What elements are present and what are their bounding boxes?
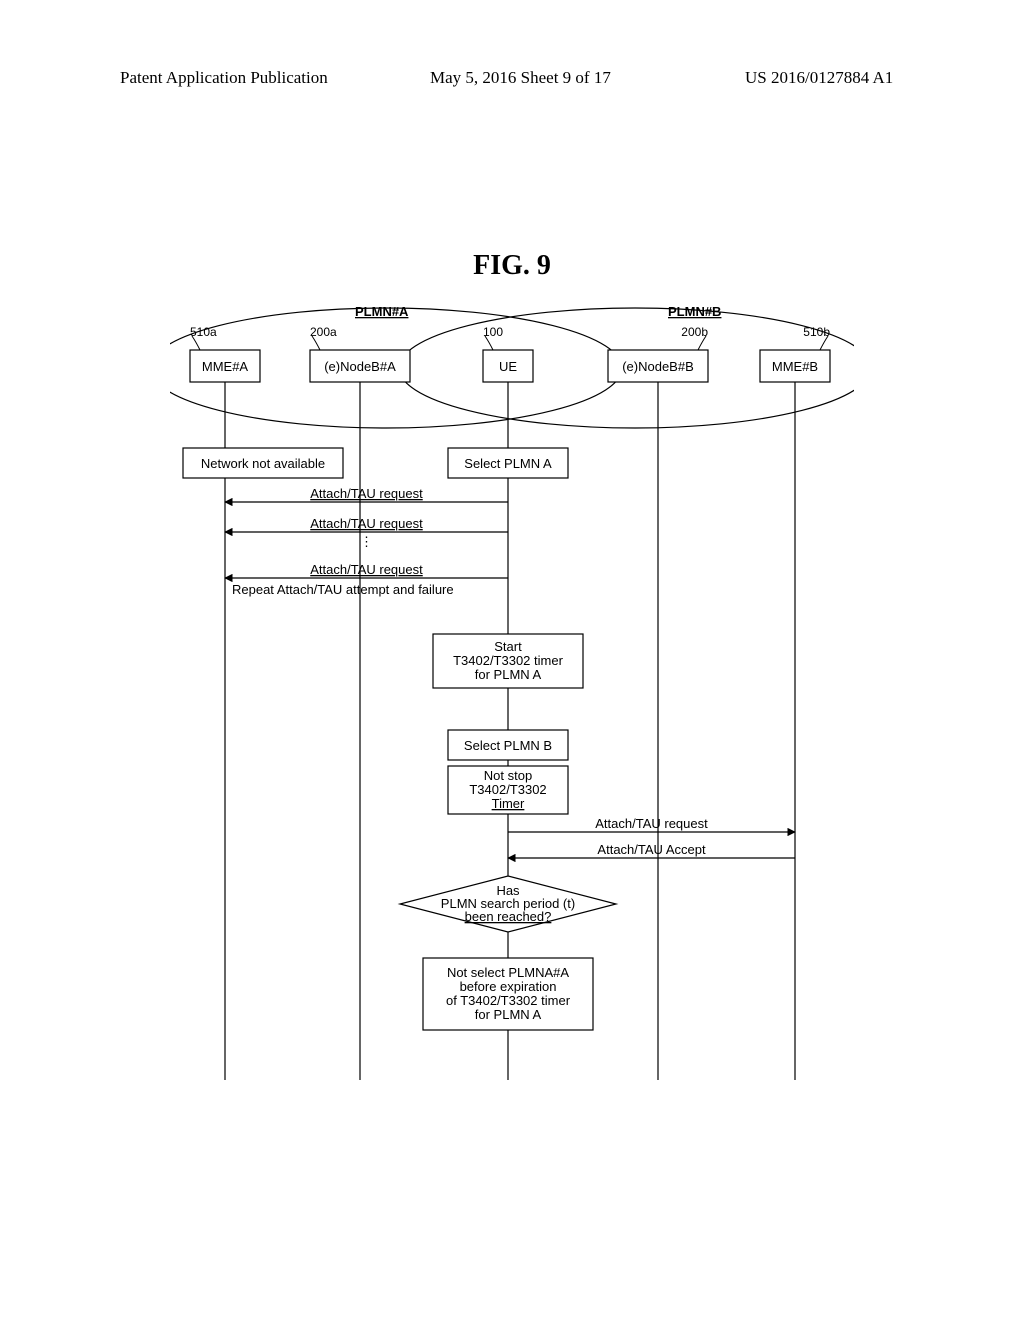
svg-text:PLMN#B: PLMN#B [668,304,721,319]
sequence-diagram: PLMN#APLMN#BMME#A510a(e)NodeB#A200aUE100… [170,300,854,1080]
svg-text:MME#A: MME#A [202,359,249,374]
svg-text:been reached?: been reached? [465,909,552,924]
figure-title: FIG. 9 [0,250,1024,282]
svg-text:PLMN#A: PLMN#A [355,304,409,319]
svg-text:(e)NodeB#A: (e)NodeB#A [324,359,396,374]
svg-text:Select PLMN B: Select PLMN B [464,738,552,753]
svg-text:200b: 200b [681,325,708,339]
header-mid: May 5, 2016 Sheet 9 of 17 [430,68,611,88]
svg-text:Network not available: Network not available [201,456,325,471]
svg-text:Attach/TAU Accept: Attach/TAU Accept [597,842,706,857]
svg-text:⋮: ⋮ [360,534,373,549]
svg-text:UE: UE [499,359,517,374]
svg-text:T3402/T3302 timer: T3402/T3302 timer [453,653,564,668]
header-right: US 2016/0127884 A1 [745,68,893,88]
svg-text:Repeat Attach/TAU attempt and: Repeat Attach/TAU attempt and failure [232,582,454,597]
svg-text:200a: 200a [310,325,337,339]
svg-text:Attach/TAU request: Attach/TAU request [310,486,423,501]
svg-text:of T3402/T3302 timer: of T3402/T3302 timer [446,993,571,1008]
svg-text:MME#B: MME#B [772,359,818,374]
svg-text:(e)NodeB#B: (e)NodeB#B [622,359,694,374]
svg-text:for PLMN A: for PLMN A [475,1007,542,1022]
svg-text:510a: 510a [190,325,217,339]
svg-text:Select PLMN A: Select PLMN A [464,456,552,471]
svg-text:Not select PLMNA#A: Not select PLMNA#A [447,965,569,980]
svg-text:Not stop: Not stop [484,768,532,783]
svg-text:Attach/TAU request: Attach/TAU request [595,816,708,831]
svg-text:for PLMN A: for PLMN A [475,667,542,682]
header-left: Patent Application Publication [120,68,328,88]
svg-text:Attach/TAU request: Attach/TAU request [310,562,423,577]
svg-text:Attach/TAU request: Attach/TAU request [310,516,423,531]
svg-text:before expiration: before expiration [460,979,557,994]
svg-text:510b: 510b [803,325,830,339]
svg-text:T3402/T3302: T3402/T3302 [469,782,546,797]
svg-text:Start: Start [494,639,522,654]
svg-text:Timer: Timer [492,796,525,811]
